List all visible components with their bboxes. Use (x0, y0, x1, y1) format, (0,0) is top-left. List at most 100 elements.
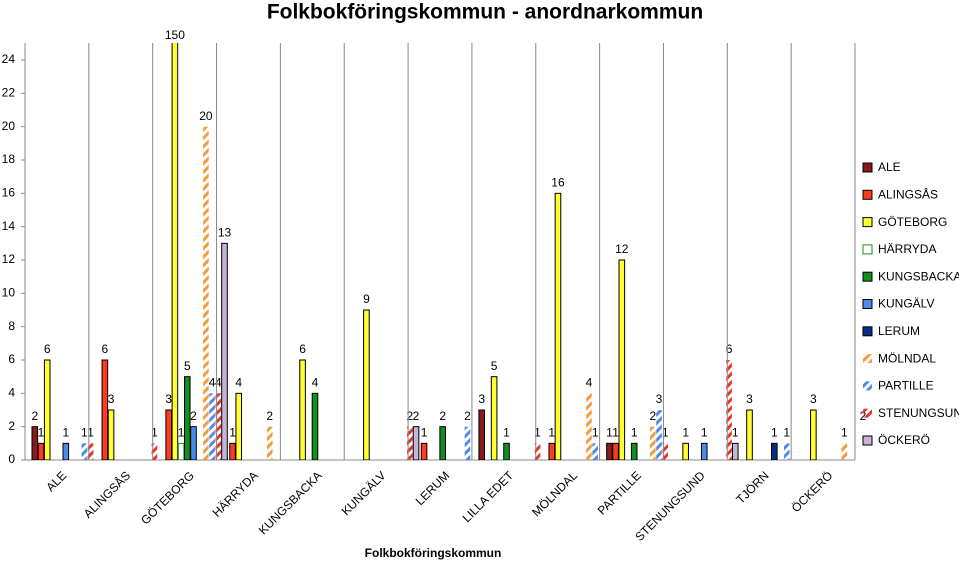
bar (107, 409, 115, 460)
bar (203, 126, 209, 460)
x-tick-label: ÖCKERÖ (789, 468, 836, 515)
value-label: 3 (108, 392, 115, 406)
bar (783, 443, 790, 460)
bar (700, 442, 708, 460)
value-label: 1 (606, 426, 613, 440)
legend-label: ALINGSÅS (878, 186, 938, 201)
value-label: 6 (299, 342, 306, 356)
bar (190, 426, 197, 460)
bar (731, 442, 739, 460)
value-label: 1 (229, 426, 236, 440)
value-label: 3 (478, 392, 485, 406)
legend-swatch (862, 217, 873, 228)
bar (534, 443, 541, 460)
y-tick-label: 18 (2, 152, 16, 166)
legend-label: LERUM (878, 324, 920, 338)
legend-swatch (863, 408, 872, 418)
bar (171, 43, 179, 460)
bar (235, 392, 243, 460)
bar (420, 442, 428, 460)
bar (606, 442, 613, 460)
bar (439, 426, 446, 460)
value-label: 1 (534, 426, 541, 440)
legend-label: ÖCKERÖ (878, 433, 930, 447)
value-label: 1 (662, 426, 669, 440)
value-label: 2 (464, 409, 471, 423)
y-tick-label: 2 (8, 419, 15, 433)
bar (151, 443, 158, 460)
x-tick-label: LILLA EDET (460, 468, 517, 525)
bar (221, 242, 228, 460)
value-label: 2 (406, 409, 413, 423)
x-tick-label: ALE (43, 468, 69, 494)
bar (650, 426, 656, 460)
value-label: 1 (178, 426, 185, 440)
bar (586, 393, 592, 460)
bar (165, 409, 172, 460)
x-tick-label: STENUNGSUND (632, 468, 708, 544)
value-label: 13 (218, 226, 232, 240)
value-label: 1 (682, 426, 689, 440)
legend-label: HÄRRYDA (878, 242, 936, 256)
x-tick-label: HÄRRYDA (210, 468, 261, 519)
value-label: 1 (87, 426, 94, 440)
value-label: 1 (732, 426, 739, 440)
bar (726, 360, 732, 460)
value-label: 16 (551, 176, 565, 190)
y-tick-label: 24 (2, 52, 16, 66)
legend-swatch (862, 244, 873, 255)
value-label: 4 (312, 376, 319, 390)
legend-label: KUNGSBACKA (878, 269, 959, 283)
bar (554, 192, 562, 460)
bar (478, 409, 486, 460)
value-label: 3 (656, 392, 663, 406)
chart-title: Folkbokföringskommun - anordnarkommun (267, 1, 703, 24)
x-tick-label: LERUM (413, 468, 453, 508)
value-label: 2 (439, 409, 446, 423)
value-label: 2 (413, 409, 420, 423)
bar (209, 393, 215, 460)
value-label: 1 (548, 426, 555, 440)
value-label: 1 (81, 426, 88, 440)
y-tick-label: 22 (2, 86, 16, 100)
value-label: 1 (841, 426, 848, 440)
x-tick-label: KUNGSBACKA (256, 468, 325, 537)
value-label: 1 (38, 426, 45, 440)
y-tick-label: 14 (2, 219, 16, 233)
x-tick-label: GÖTEBORG (138, 468, 197, 527)
legend-label: MÖLNDAL (878, 351, 936, 365)
bar (548, 442, 556, 460)
y-tick-label: 10 (2, 286, 16, 300)
value-label: 1 (592, 426, 599, 440)
value-label: 4 (215, 376, 222, 390)
y-tick-label: 4 (8, 386, 15, 400)
value-label: 3 (810, 392, 817, 406)
bar (87, 443, 94, 460)
legend-swatch (862, 271, 873, 282)
bar (363, 309, 370, 460)
value-label: 20 (199, 109, 213, 123)
x-tick-label: ALINGSÅS (80, 468, 133, 521)
legend-label: ALE (878, 160, 901, 174)
value-label: 3 (165, 392, 172, 406)
bar (62, 442, 70, 460)
bar (464, 426, 471, 460)
bar (215, 393, 222, 460)
y-tick-label: 20 (2, 119, 16, 133)
legend-label: GÖTEBORG (878, 215, 947, 229)
value-label: 4 (586, 376, 593, 390)
value-label: 4 (235, 376, 242, 390)
bars (31, 43, 848, 460)
value-label: 1 (612, 426, 619, 440)
legend-swatch (863, 354, 872, 364)
legend-label: KUNGÄLV (878, 297, 934, 311)
x-tick-label: MÖLNDAL (529, 468, 580, 519)
bar (612, 442, 619, 460)
value-label: 1 (503, 426, 510, 440)
value-label: 9 (363, 292, 370, 306)
legend-label: PARTILLE (878, 379, 934, 393)
legend-swatch (862, 299, 873, 309)
value-label: 1 (151, 426, 158, 440)
y-tick-label: 0 (8, 452, 15, 466)
